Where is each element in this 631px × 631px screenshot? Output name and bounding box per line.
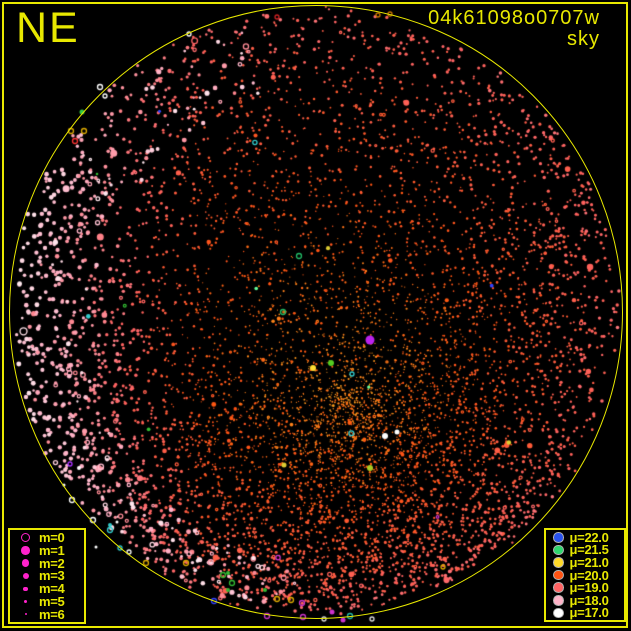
mu-legend-label: μ=22.0 <box>569 529 609 545</box>
mu20-swatch-icon <box>554 570 563 580</box>
plate-subtitle: sky <box>567 28 600 50</box>
mu-legend-row: μ=19.0 <box>546 580 624 596</box>
mu-legend-label: μ=19.0 <box>569 580 609 596</box>
m3-marker-slot <box>10 572 32 579</box>
m-legend-label: m=3 <box>39 568 65 584</box>
m-legend: m=0 m=1 m=2 m=3 m=4 m=5 m=6 <box>8 528 86 624</box>
m0-marker-slot <box>10 532 32 543</box>
m-legend-row: m=6 <box>10 606 84 622</box>
m-legend-row: m=0 <box>10 529 84 545</box>
m-legend-row: m=3 <box>10 568 84 584</box>
m3-dot-icon <box>22 572 29 579</box>
m-legend-label: m=4 <box>39 581 65 597</box>
m-legend-label: m=0 <box>39 529 65 545</box>
m4-marker-slot <box>10 586 32 592</box>
mu-legend: μ=22.0 μ=21.5 μ=21.0 μ=20.0 μ=19.0 μ=18.… <box>544 528 626 622</box>
mu17-swatch-icon <box>554 608 563 618</box>
mu-legend-row: μ=20.0 <box>546 567 624 583</box>
mu22-swatch-icon <box>554 533 563 542</box>
m-legend-row: m=2 <box>10 555 84 571</box>
mu-legend-row: μ=22.0 <box>546 529 624 545</box>
mu21-5-swatch-icon <box>554 545 563 555</box>
m1-dot-icon <box>21 546 30 555</box>
m-legend-row: m=1 <box>10 542 84 558</box>
m5-dot-icon <box>24 600 27 604</box>
plate-title: 04k61098o0707w <box>428 7 600 29</box>
mu-legend-row: μ=21.5 <box>546 542 624 558</box>
mu-legend-label: μ=21.5 <box>569 542 609 558</box>
mu-legend-row: μ=18.0 <box>546 592 624 608</box>
m2-dot-icon <box>21 559 30 567</box>
m-legend-label: m=5 <box>39 594 65 610</box>
mu-legend-row: μ=21.0 <box>546 554 624 570</box>
m-legend-label: m=1 <box>39 542 65 558</box>
quadrant-label: NE <box>16 4 80 52</box>
m-legend-label: m=2 <box>39 555 65 571</box>
plate-title-block: 04k61098o0707w sky <box>428 7 600 50</box>
m2-marker-slot <box>10 559 32 567</box>
mu18-swatch-icon <box>554 596 563 605</box>
mu-legend-label: μ=21.0 <box>569 554 609 570</box>
mu19-swatch-icon <box>554 583 563 592</box>
m6-dot-icon <box>24 613 27 616</box>
mu21-swatch-icon <box>554 558 563 567</box>
m-legend-row: m=4 <box>10 581 84 597</box>
m-legend-row: m=5 <box>10 594 84 610</box>
mu-legend-label: μ=18.0 <box>569 592 609 608</box>
m0-ring-icon <box>20 532 31 543</box>
mu-legend-row: μ=17.0 <box>546 605 624 621</box>
m1-marker-slot <box>10 546 32 555</box>
m6-marker-slot <box>10 613 32 616</box>
m5-marker-slot <box>10 600 32 604</box>
mu-legend-label: μ=20.0 <box>569 567 609 583</box>
mu-legend-label: μ=17.0 <box>569 605 609 621</box>
m-legend-label: m=6 <box>39 606 65 622</box>
m4-dot-icon <box>23 586 28 592</box>
